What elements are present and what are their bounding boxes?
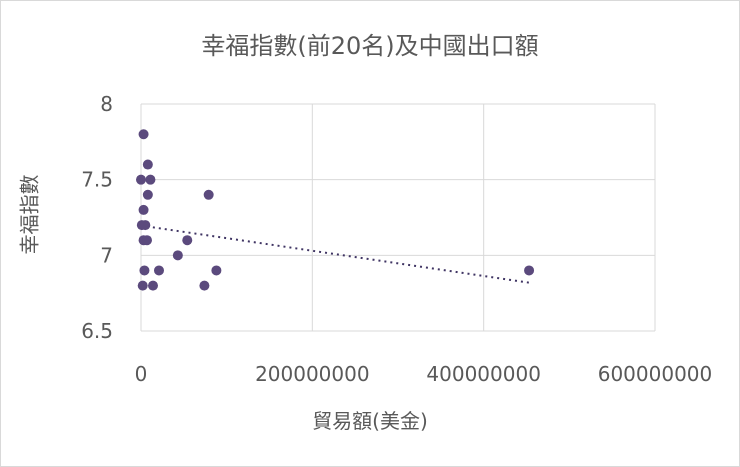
data-point — [172, 250, 183, 261]
data-point — [137, 280, 148, 291]
y-tick-label: 6.5 — [81, 319, 113, 343]
x-axis-label: 貿易額(美金) — [312, 409, 428, 433]
x-tick-label: 0 — [135, 362, 148, 386]
x-tick-label: 600000000 — [598, 362, 713, 386]
data-point — [142, 159, 153, 170]
data-point — [203, 189, 214, 200]
data-point — [153, 265, 164, 276]
data-point — [199, 280, 210, 291]
data-point — [145, 174, 156, 185]
x-tick-label: 400000000 — [426, 362, 541, 386]
data-point — [139, 265, 150, 276]
y-tick-label: 8 — [100, 92, 113, 116]
y-tick-label: 7.5 — [81, 168, 113, 192]
data-point — [147, 280, 158, 291]
data-point — [138, 129, 149, 140]
data-point — [211, 265, 222, 276]
x-tick-label: 200000000 — [255, 362, 370, 386]
chart-title: 幸福指數(前20名)及中國出口額 — [201, 32, 539, 60]
data-point — [524, 265, 535, 276]
data-point — [141, 235, 152, 246]
trendline — [140, 224, 530, 284]
data-point — [136, 174, 146, 185]
data-point — [182, 235, 193, 246]
y-tick-label: 7 — [100, 243, 113, 267]
data-point — [142, 189, 153, 200]
data-point — [138, 204, 149, 215]
data-point — [140, 220, 151, 231]
